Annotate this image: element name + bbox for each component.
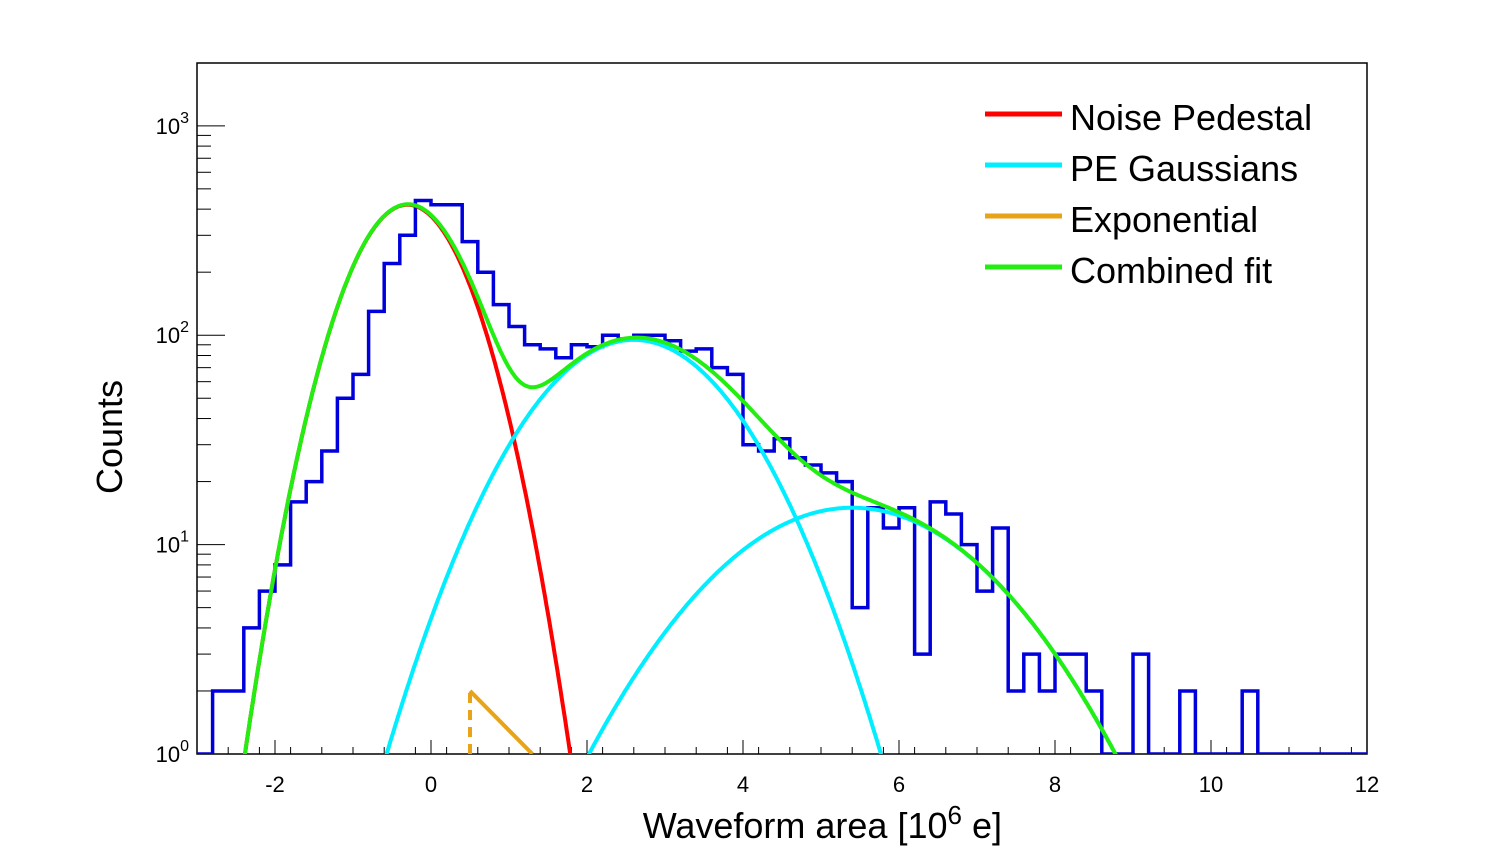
combined-fit-curve: [242, 202, 1118, 754]
y-tick-label: 100: [156, 738, 189, 767]
y-tick-base: 10: [156, 533, 180, 558]
histogram-data: [197, 198, 1367, 754]
pe-gaussian-curve-1: [384, 337, 884, 754]
legend-label-exponential: Exponential: [1070, 199, 1258, 240]
plot-frame: [196, 62, 1368, 755]
y-tick-base: 10: [156, 323, 180, 348]
y-tick-exponent: 0: [180, 738, 189, 755]
x-tick-label: 10: [1199, 772, 1223, 797]
legend-label-noise-pedestal: Noise Pedestal: [1070, 97, 1312, 138]
y-tick-label: 101: [156, 529, 189, 558]
legend-label-combined-fit: Combined fit: [1070, 250, 1272, 291]
x-tick-label: 0: [425, 772, 437, 797]
x-tick-label: -2: [265, 772, 285, 797]
x-tick-label: 8: [1049, 772, 1061, 797]
y-tick-label: 102: [156, 319, 189, 348]
legend: Noise Pedestal PE Gaussians Exponential …: [985, 97, 1312, 291]
y-tick-exponent: 3: [180, 110, 189, 127]
x-tick-label: 12: [1355, 772, 1379, 797]
x-tick-label: 2: [581, 772, 593, 797]
y-tick-label: 103: [156, 110, 189, 139]
y-tick-base: 10: [156, 742, 180, 767]
x-tick-label: 6: [893, 772, 905, 797]
x-axis-title-main: Waveform area [10: [643, 805, 948, 846]
x-axis-title: Waveform area [106 e]: [643, 800, 1002, 846]
x-axis-title-sup: 6: [948, 800, 962, 830]
y-axis-title: Counts: [89, 380, 130, 494]
legend-label-pe-gaussians: PE Gaussians: [1070, 148, 1298, 189]
x-tick-label: 4: [737, 772, 749, 797]
exponential-curve: [468, 689, 534, 754]
y-tick-exponent: 2: [180, 319, 189, 336]
y-tick-exponent: 1: [180, 529, 189, 546]
x-axis-title-tail: e]: [962, 805, 1002, 846]
curves-layer: [197, 198, 1367, 754]
y-tick-base: 10: [156, 114, 180, 139]
